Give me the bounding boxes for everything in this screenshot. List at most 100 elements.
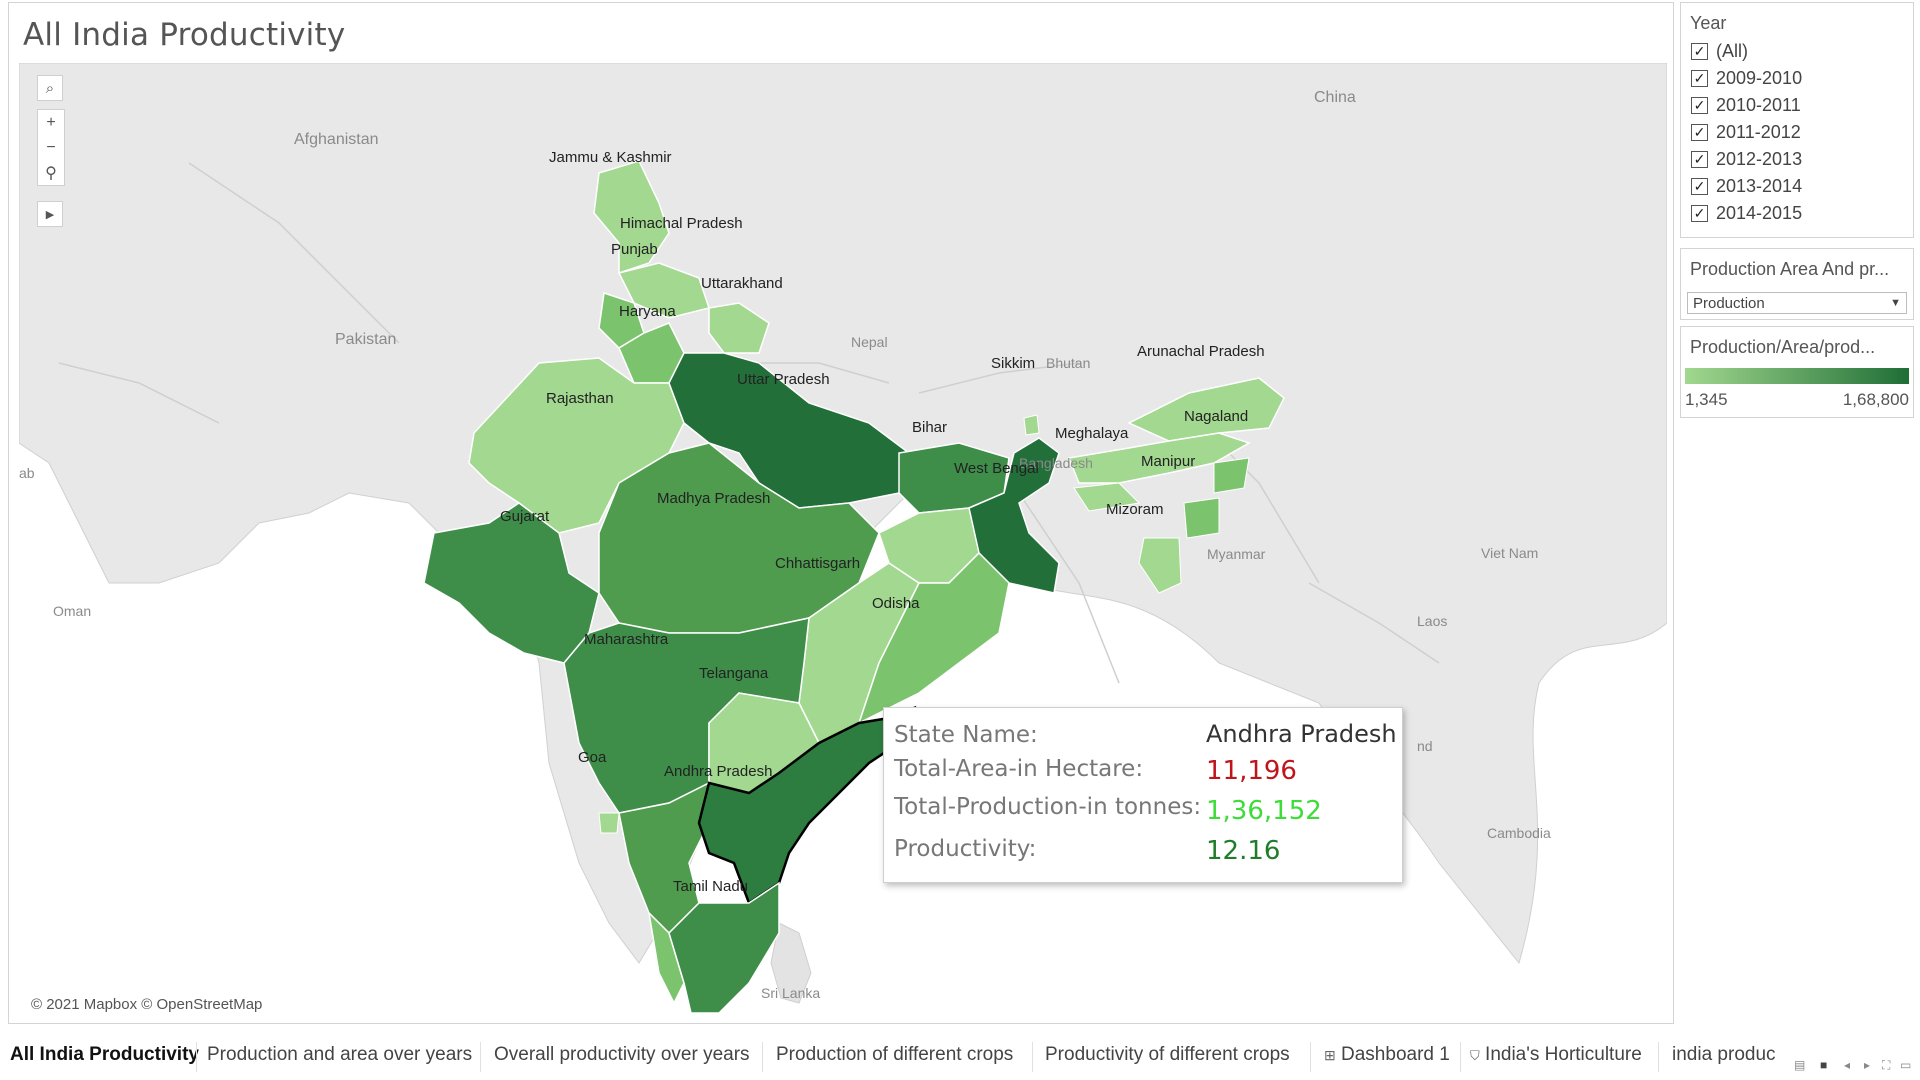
prev-tab-icon[interactable]: ◂	[1844, 1058, 1851, 1072]
year-filter-item[interactable]: ✓ 2014-2015	[1681, 200, 1913, 227]
country-label-afghanistan: Afghanistan	[294, 131, 379, 148]
country-label-oman: Oman	[53, 603, 92, 619]
show-filmstrip-icon[interactable]: ▤	[1794, 1058, 1806, 1072]
year-filter-item[interactable]: ✓ 2013-2014	[1681, 173, 1913, 200]
tab-india-produc[interactable]: india produc	[1672, 1044, 1776, 1065]
dashboard-icon: ⊞	[1324, 1047, 1336, 1063]
checkbox-icon[interactable]: ✓	[1691, 43, 1708, 60]
year-filter-label: (All)	[1716, 41, 1748, 61]
state-label-telangana: Telangana	[699, 665, 769, 682]
present-icon[interactable]: ▭	[1900, 1058, 1912, 1072]
tab-all-india-productivity[interactable]: All India Productivity	[10, 1044, 199, 1065]
tab-indias-horticulture[interactable]: ⛉ India's Horticulture	[1470, 1044, 1642, 1066]
page-title: All India Productivity	[23, 17, 346, 53]
state-sikkim	[1023, 414, 1040, 436]
year-filter-item[interactable]: ✓ (All)	[1681, 38, 1913, 65]
tab-dashboard-1[interactable]: ⊞ Dashboard 1	[1324, 1044, 1450, 1066]
year-filter-item[interactable]: ✓ 2011-2012	[1681, 119, 1913, 146]
map-attribution[interactable]: © 2021 Mapbox © OpenStreetMap	[31, 996, 263, 1013]
map-canvas[interactable]: ⌕ + − ⚲ ▶ China Afghanistan Pakistan Nep…	[19, 63, 1667, 1019]
tab-overall-productivity[interactable]: Overall productivity over years	[494, 1044, 750, 1065]
parameter-dropdown[interactable]: Production ▼	[1687, 292, 1907, 314]
tooltip-key-production: Total-Production-in tonnes:	[894, 794, 1202, 820]
country-label-myanmar: Myanmar	[1207, 546, 1266, 562]
state-label-goa: Goa	[578, 749, 607, 766]
tooltip-key-productivity: Productivity:	[894, 836, 1037, 862]
next-tab-icon[interactable]: ▸	[1864, 1058, 1871, 1072]
show-tabs-icon[interactable]: ■	[1820, 1058, 1828, 1072]
year-filter-label: 2009-2010	[1716, 68, 1803, 88]
state-tooltip: State Name: Andhra Pradesh Total-Area-in…	[883, 707, 1403, 883]
year-filter-title: Year	[1690, 13, 1727, 33]
state-label-arunachal-pradesh: Arunachal Pradesh	[1137, 343, 1265, 360]
state-label-jammu-kashmir: Jammu & Kashmir	[549, 149, 672, 166]
checkbox-icon[interactable]: ✓	[1691, 124, 1708, 141]
country-label-partial-east: nd	[1417, 738, 1433, 754]
tab-production-crops[interactable]: Production of different crops	[776, 1044, 1014, 1065]
story-icon: ⛉	[1470, 1048, 1480, 1063]
legend-max: 1,68,800	[1842, 390, 1909, 409]
state-goa	[598, 812, 620, 834]
year-filter-panel: Year ✓ (All) ✓ 2009-2010 ✓ 2010-2011 ✓ 2011-201…	[1680, 2, 1914, 238]
map-svg[interactable]	[19, 63, 1667, 1019]
country-label-cambodia: Cambodia	[1487, 825, 1551, 841]
state-label-tamil-nadu: Tamil Nadu	[673, 878, 749, 895]
country-label-laos: Laos	[1417, 613, 1448, 629]
year-filter-item[interactable]: ✓ 2009-2010	[1681, 65, 1913, 92]
tab-dashboard-1-label: Dashboard 1	[1341, 1044, 1450, 1065]
state-label-gujarat: Gujarat	[500, 508, 550, 525]
state-label-sikkim: Sikkim	[991, 355, 1036, 372]
state-uttarakhand	[708, 302, 770, 354]
checkbox-icon[interactable]: ✓	[1691, 205, 1708, 222]
pin-icon[interactable]: ⚲	[45, 164, 57, 182]
zoom-out-button[interactable]: −	[46, 138, 56, 156]
year-filter-label: 2010-2011	[1716, 95, 1801, 115]
state-label-uttar-pradesh: Uttar Pradesh	[737, 371, 830, 388]
state-label-odisha: Odisha	[872, 595, 920, 612]
state-label-himachal-pradesh: Himachal Pradesh	[620, 215, 743, 232]
checkbox-icon[interactable]: ✓	[1691, 97, 1708, 114]
expand-toolbar-button[interactable]: ▶	[37, 201, 63, 227]
state-label-meghalaya: Meghalaya	[1055, 425, 1129, 442]
map-search-button[interactable]: ⌕	[37, 75, 63, 101]
state-odisha	[857, 551, 1010, 725]
state-nagaland	[1213, 457, 1250, 494]
year-filter-list: ✓ (All) ✓ 2009-2010 ✓ 2010-2011 ✓ 2011-2012 ✓ 201…	[1681, 38, 1913, 227]
country-label-china: China	[1314, 89, 1356, 106]
state-label-andhra-pradesh: Andhra Pradesh	[664, 763, 773, 780]
checkbox-icon[interactable]: ✓	[1691, 70, 1708, 87]
checkbox-icon[interactable]: ✓	[1691, 151, 1708, 168]
tooltip-value-productivity: 12.16	[1206, 836, 1281, 866]
chevron-down-icon: ▼	[1890, 297, 1901, 309]
state-label-punjab: Punjab	[611, 241, 658, 258]
state-meghalaya	[1073, 482, 1141, 512]
country-label-pakistan: Pakistan	[335, 331, 397, 348]
border-lines	[58, 162, 1440, 684]
parameter-title: Production Area And pr...	[1690, 259, 1890, 279]
year-filter-item[interactable]: ✓ 2010-2011	[1681, 92, 1913, 119]
year-filter-label: 2014-2015	[1716, 203, 1803, 223]
state-kerala	[647, 910, 685, 1005]
country-label-bangladesh: Bangladesh	[1019, 455, 1093, 471]
tab-productivity-crops[interactable]: Productivity of different crops	[1045, 1044, 1290, 1065]
country-label-partial-west: ab	[19, 465, 35, 481]
parameter-panel: Production Area And pr... Production ▼	[1680, 248, 1914, 320]
state-label-haryana: Haryana	[619, 303, 676, 320]
state-jammu-kashmir	[593, 160, 670, 275]
tooltip-key-area: Total-Area-in Hectare:	[894, 756, 1144, 782]
state-label-west-bengal: West Bengal	[954, 460, 1039, 477]
tab-production-area-years[interactable]: Production and area over years	[207, 1044, 473, 1065]
country-label-sri-lanka: Sri Lanka	[761, 985, 821, 1001]
fullscreen-icon[interactable]: ⛶	[1882, 1058, 1891, 1072]
checkbox-icon[interactable]: ✓	[1691, 178, 1708, 195]
state-label-uttarakhand: Uttarakhand	[701, 275, 783, 292]
state-assam	[1067, 432, 1251, 484]
state-karnataka	[618, 781, 710, 935]
year-filter-item[interactable]: ✓ 2012-2013	[1681, 146, 1913, 173]
zoom-in-button[interactable]: +	[46, 113, 56, 131]
map-zoom-controls: + − ⚲	[37, 109, 65, 186]
legend-gradient	[1685, 368, 1909, 384]
state-manipur	[1183, 497, 1220, 539]
state-mizoram	[1138, 537, 1182, 594]
state-label-madhya-pradesh: Madhya Pradesh	[657, 490, 771, 507]
